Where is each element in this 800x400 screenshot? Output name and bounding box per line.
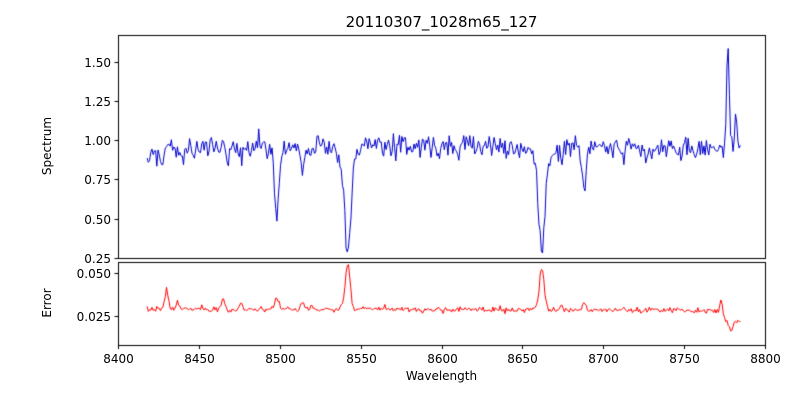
x-tick-label: 8450 [184, 352, 215, 366]
y-tick-label: 0.75 [84, 172, 111, 187]
y-tick-label: 0.025 [76, 309, 111, 324]
x-tick-label: 8650 [507, 352, 538, 366]
x-axis-label: Wavelength [405, 369, 478, 383]
x-tick-label: 8800 [750, 352, 781, 366]
y-tick-label: 1.25 [84, 94, 111, 109]
x-tick-label: 8550 [346, 352, 377, 366]
y-axis-label-error: Error [40, 288, 54, 318]
y-tick-label: 1.50 [84, 55, 111, 70]
x-tick-label: 8750 [669, 352, 700, 366]
chart-title: 20110307_1028m65_127 [345, 13, 538, 31]
y-axis-label-spectrum: Spectrum [40, 116, 54, 176]
x-tick-label: 8700 [588, 352, 619, 366]
x-tick-label: 8600 [427, 352, 458, 366]
y-tick-label: 0.25 [84, 251, 111, 266]
x-tick-label: 8400 [103, 352, 134, 366]
y-tick-label: 0.50 [84, 212, 111, 227]
y-tick-label: 0.050 [76, 266, 111, 281]
x-tick-label: 8500 [265, 352, 296, 366]
y-tick-label: 1.00 [84, 133, 111, 148]
